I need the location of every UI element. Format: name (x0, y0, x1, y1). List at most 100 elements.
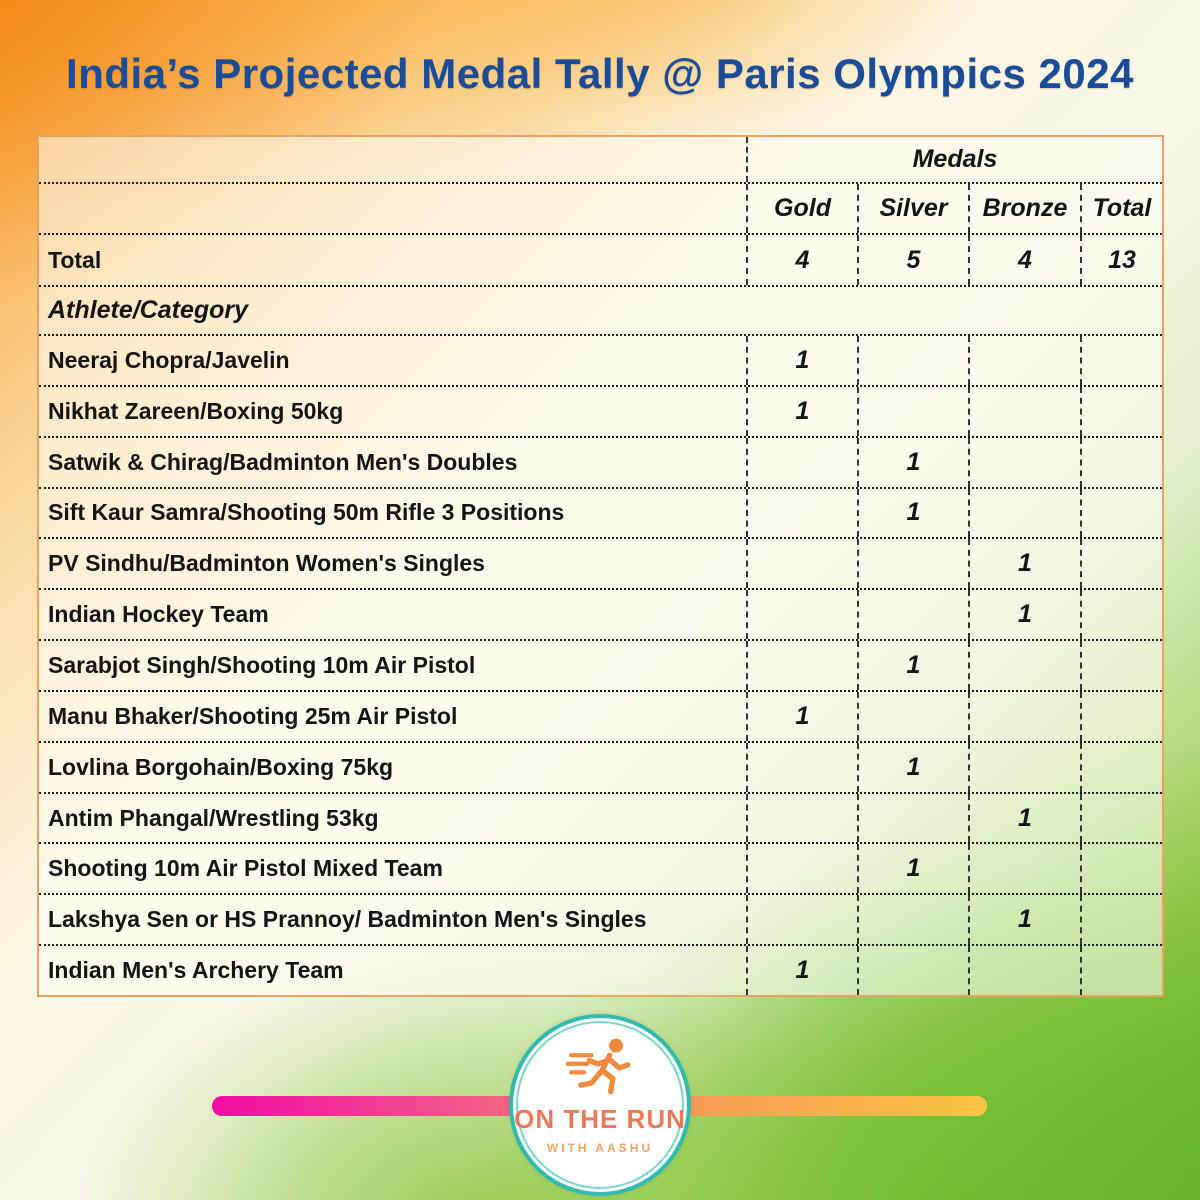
bronze-cell (968, 742, 1080, 792)
gold-cell: 1 (746, 386, 857, 436)
bronze-cell (968, 336, 1080, 385)
total-cell (1080, 336, 1162, 385)
athlete-name-cell: Antim Phangal/Wrestling 53kg (48, 804, 379, 831)
medals-header-cell: Medals (746, 137, 1162, 182)
total-cell (1080, 641, 1162, 690)
bronze-column-header: Bronze (968, 184, 1080, 233)
gold-cell (746, 488, 857, 538)
total-label-cell: Total (48, 246, 102, 273)
silver-cell: 1 (857, 437, 968, 487)
athlete-category-header: Athlete/Category (48, 296, 249, 324)
total-cell (1080, 437, 1162, 487)
athlete-name-cell: Shooting 10m Air Pistol Mixed Team (48, 855, 443, 882)
table-row-totals: Total 4 5 4 13 (39, 235, 1162, 287)
athlete-name-cell: Neeraj Chopra/Javelin (48, 346, 290, 373)
gold-cell: 1 (746, 336, 857, 385)
bronze-cell: 1 (968, 590, 1080, 640)
total-cell (1080, 590, 1162, 640)
logo-subtitle: WITH AASHU (546, 1141, 654, 1155)
gold-cell (746, 539, 857, 589)
bronze-cell (968, 437, 1080, 487)
gold-cell (746, 641, 857, 690)
gold-cell (746, 895, 857, 945)
logo-title: ON THE RUN (514, 1104, 686, 1134)
silver-column-header: Silver (857, 184, 968, 233)
silver-cell (857, 691, 968, 741)
athlete-name-cell: Sarabjot Singh/Shooting 10m Air Pistol (48, 651, 476, 678)
total-cell (1080, 793, 1162, 843)
athlete-name-cell: Sift Kaur Samra/Shooting 50m Rifle 3 Pos… (48, 499, 565, 526)
total-cell (1080, 488, 1162, 538)
table-row: Lovlina Borgohain/Boxing 75kg 1 (39, 742, 1162, 794)
silver-cell: 1 (857, 641, 968, 690)
table-row: Indian Men's Archery Team 1 (39, 946, 1162, 995)
page-title: India’s Projected Medal Tally @ Paris Ol… (66, 50, 1134, 97)
silver-cell (857, 946, 968, 995)
table-row: Nikhat Zareen/Boxing 50kg 1 (39, 386, 1162, 438)
gold-cell (746, 793, 857, 843)
medal-table: Medals Gold Silver Bronze Total Total 4 … (37, 135, 1164, 997)
table-row: PV Sindhu/Badminton Women's Singles 1 (39, 539, 1162, 591)
empty-header-cell (39, 184, 746, 233)
total-cell (1080, 844, 1162, 894)
athlete-name-cell: Lakshya Sen or HS Prannoy/ Badminton Men… (48, 906, 647, 933)
table-row: Shooting 10m Air Pistol Mixed Team 1 (39, 844, 1162, 896)
table-row: Lakshya Sen or HS Prannoy/ Badminton Men… (39, 895, 1162, 947)
silver-cell (857, 336, 968, 385)
table-row: Satwik & Chirag/Badminton Men's Doubles … (39, 437, 1162, 489)
silver-cell (857, 539, 968, 589)
total-cell (1080, 386, 1162, 436)
gold-cell (746, 437, 857, 487)
total-bronze-cell: 4 (968, 235, 1080, 285)
table-row-medals-header: Medals (39, 137, 1162, 184)
bronze-cell (968, 691, 1080, 741)
silver-cell (857, 590, 968, 640)
athlete-name-cell: Lovlina Borgohain/Boxing 75kg (48, 753, 394, 780)
silver-cell (857, 793, 968, 843)
total-column-header: Total (1080, 184, 1162, 233)
silver-cell (857, 386, 968, 436)
gold-cell (746, 844, 857, 894)
table-row-column-headers: Gold Silver Bronze Total (39, 184, 1162, 235)
total-cell (1080, 539, 1162, 589)
table-row: Manu Bhaker/Shooting 25m Air Pistol 1 (39, 691, 1162, 743)
empty-header-cell (39, 137, 746, 182)
athlete-name-cell: Satwik & Chirag/Badminton Men's Doubles (48, 448, 518, 475)
silver-cell: 1 (857, 488, 968, 538)
bronze-cell (968, 641, 1080, 690)
runner-icon (565, 1038, 631, 1095)
gold-cell (746, 590, 857, 640)
total-cell (1080, 691, 1162, 741)
total-gold-cell: 4 (746, 235, 857, 285)
bronze-cell (968, 844, 1080, 894)
athlete-name-cell: Manu Bhaker/Shooting 25m Air Pistol (48, 702, 458, 729)
silver-cell (857, 895, 968, 945)
gold-cell: 1 (746, 946, 857, 995)
silver-cell: 1 (857, 742, 968, 792)
silver-cell: 1 (857, 844, 968, 894)
total-cell (1080, 742, 1162, 792)
bronze-cell: 1 (968, 793, 1080, 843)
total-silver-cell: 5 (857, 235, 968, 285)
athlete-name-cell: PV Sindhu/Badminton Women's Singles (48, 550, 485, 577)
gold-cell (746, 742, 857, 792)
table-row-category-header: Athlete/Category (39, 287, 1162, 336)
athlete-name-cell: Indian Hockey Team (48, 601, 269, 628)
table-row: Antim Phangal/Wrestling 53kg 1 (39, 793, 1162, 845)
table-row: Sarabjot Singh/Shooting 10m Air Pistol 1 (39, 641, 1162, 692)
gold-cell: 1 (746, 691, 857, 741)
bronze-cell (968, 946, 1080, 995)
gold-column-header: Gold (746, 184, 857, 233)
bronze-cell: 1 (968, 895, 1080, 945)
total-cell (1080, 895, 1162, 945)
bronze-cell: 1 (968, 539, 1080, 589)
table-row: Indian Hockey Team 1 (39, 590, 1162, 642)
total-total-cell: 13 (1080, 235, 1162, 285)
logo-circle: ON THE RUN WITH AASHU (509, 1014, 691, 1196)
table-row: Neeraj Chopra/Javelin 1 (39, 336, 1162, 387)
table-row: Sift Kaur Samra/Shooting 50m Rifle 3 Pos… (39, 488, 1162, 540)
bronze-cell (968, 386, 1080, 436)
bronze-cell (968, 488, 1080, 538)
athlete-name-cell: Nikhat Zareen/Boxing 50kg (48, 397, 344, 424)
